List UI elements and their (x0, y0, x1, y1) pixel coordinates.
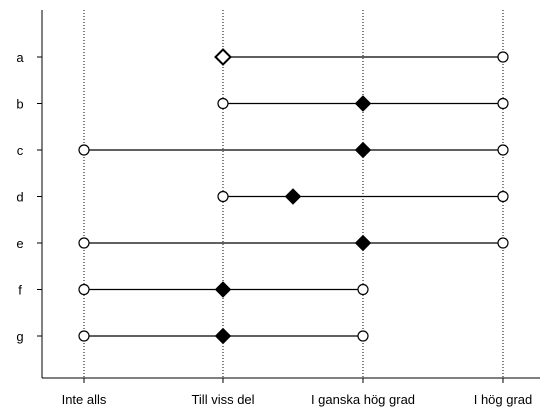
central-value-diamond (354, 141, 372, 159)
row-e: e (16, 234, 509, 252)
row-label: b (16, 97, 23, 112)
x-tick-label-0: Inte alls (62, 392, 107, 407)
row-label: e (16, 236, 23, 251)
axes (41, 10, 540, 383)
range-max-marker (497, 190, 509, 203)
x-tick-label-1: Till viss del (191, 392, 254, 407)
row-b: b (16, 95, 509, 112)
row-a: a (16, 48, 509, 66)
central-value-diamond (214, 281, 232, 298)
range-max-marker (357, 330, 369, 342)
range-max-marker (497, 144, 509, 156)
row-label: g (16, 329, 23, 344)
central-value-diamond (214, 48, 232, 66)
range-min-marker (78, 330, 90, 342)
range-min-marker (78, 283, 90, 296)
chart-rows: a b c d e f g (16, 48, 509, 345)
central-value-diamond (284, 188, 302, 205)
range-max-marker (357, 283, 369, 296)
row-c: c (17, 141, 509, 159)
row-label: d (16, 190, 23, 205)
central-value-diamond (354, 95, 372, 112)
central-value-diamond (214, 327, 232, 345)
range-min-marker (217, 97, 229, 110)
range-max-marker (497, 97, 509, 110)
range-min-marker (217, 190, 229, 203)
row-d: d (16, 188, 509, 205)
central-value-diamond (354, 234, 372, 252)
range-max-marker (497, 51, 509, 63)
row-label: f (18, 283, 22, 298)
row-g: g (16, 327, 369, 345)
row-label: c (17, 143, 24, 158)
range-min-marker (78, 237, 90, 249)
x-tick-label-3: I hög grad (474, 392, 533, 407)
x-tick-labels: Inte alls Till viss del I ganska hög grad I… (62, 392, 533, 407)
row-f: f (18, 281, 369, 298)
row-label: a (16, 50, 24, 65)
x-tick-label-2: I ganska hög grad (311, 392, 415, 407)
range-min-marker (78, 144, 90, 156)
range-max-marker (497, 237, 509, 249)
